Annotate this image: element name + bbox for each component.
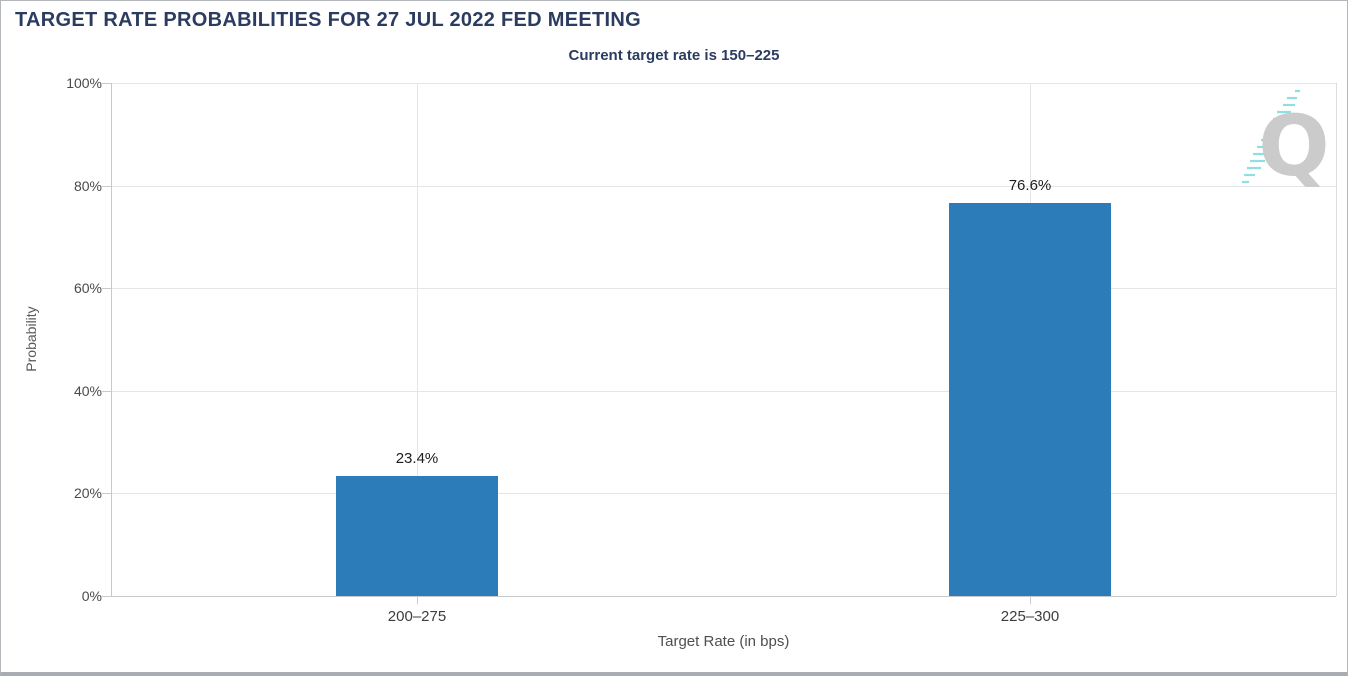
y-tick-label: 100% xyxy=(66,75,102,91)
y-axis-tick xyxy=(102,493,111,494)
y-tick-label: 0% xyxy=(81,588,102,604)
x-axis-tick xyxy=(417,597,418,604)
bar-value-label: 23.4% xyxy=(395,450,439,467)
y-gridline xyxy=(111,493,1336,494)
y-axis-tick xyxy=(102,83,111,84)
y-gridline xyxy=(111,186,1336,187)
y-tick-label: 20% xyxy=(73,485,102,501)
y-gridline xyxy=(111,288,1336,289)
chart-subtitle: Current target rate is 150–225 xyxy=(568,47,780,64)
x-tick-label: 225–300 xyxy=(1000,608,1060,625)
quikstrike-q-watermark-icon: Q xyxy=(1242,89,1330,187)
x-axis-title: Target Rate (in bps) xyxy=(657,633,790,650)
y-gridline xyxy=(111,391,1336,392)
bar-2[interactable] xyxy=(949,203,1111,596)
x-axis-baseline xyxy=(111,596,1336,597)
y-gridline xyxy=(111,83,1336,84)
x-axis-tick xyxy=(1030,597,1031,604)
y-axis-tick xyxy=(102,186,111,187)
y-tick-label: 80% xyxy=(73,178,102,194)
page-title: TARGET RATE PROBABILITIES FOR 27 JUL 202… xyxy=(15,9,641,31)
watermark-letter: Q xyxy=(1258,97,1329,187)
y-tick-label: 40% xyxy=(73,383,102,399)
y-axis-tick xyxy=(102,391,111,392)
y-axis-tick xyxy=(102,288,111,289)
plot-right-edge xyxy=(1336,83,1337,596)
bar-value-label: 76.6% xyxy=(1008,177,1052,194)
category-gridline xyxy=(417,83,418,596)
watermark-dashes xyxy=(1242,89,1300,184)
bar-1[interactable] xyxy=(336,476,498,596)
y-axis-tick xyxy=(102,596,111,597)
y-axis-line xyxy=(111,83,112,596)
y-axis-title: Probability xyxy=(23,306,39,372)
x-tick-label: 200–275 xyxy=(387,608,447,625)
y-tick-label: 60% xyxy=(73,280,102,296)
